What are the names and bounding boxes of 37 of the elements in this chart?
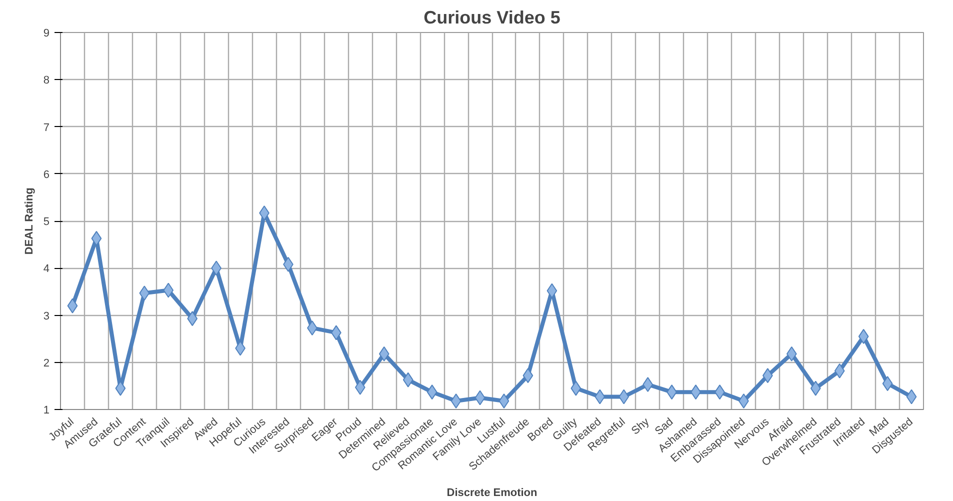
point bbox=[378, 346, 390, 362]
y-tick-label: 3 bbox=[43, 310, 50, 322]
point bbox=[810, 380, 821, 396]
point bbox=[67, 298, 78, 314]
x-axis-title: Discrete Emotion bbox=[446, 486, 538, 499]
point bbox=[450, 394, 462, 409]
point bbox=[618, 389, 630, 404]
point bbox=[402, 372, 414, 388]
y-tick-label: 9 bbox=[43, 28, 50, 40]
point bbox=[882, 376, 893, 392]
point bbox=[858, 328, 869, 344]
y-tick-label: 5 bbox=[43, 216, 50, 228]
point bbox=[474, 390, 486, 406]
point bbox=[522, 368, 534, 384]
point bbox=[498, 394, 510, 409]
point bbox=[546, 283, 558, 298]
y-tick-label: 4 bbox=[43, 263, 50, 276]
point bbox=[91, 230, 102, 246]
point bbox=[115, 380, 126, 396]
point bbox=[570, 380, 582, 396]
point bbox=[354, 380, 366, 395]
x-tick-label: Shy bbox=[629, 416, 652, 438]
y-tick-label: 8 bbox=[43, 74, 50, 87]
point bbox=[834, 363, 845, 378]
y-tick-label: 2 bbox=[43, 357, 50, 370]
y-tick-label: 6 bbox=[43, 168, 50, 181]
point bbox=[786, 346, 797, 362]
point bbox=[594, 389, 606, 404]
point bbox=[187, 311, 198, 326]
point bbox=[906, 389, 917, 404]
point bbox=[426, 384, 438, 400]
y-axis-title: DEAL Rating bbox=[23, 188, 36, 255]
point bbox=[163, 282, 174, 298]
y-tick-label: 1 bbox=[43, 404, 50, 416]
point bbox=[139, 286, 150, 301]
chart-title: Curious Video 5 bbox=[424, 8, 560, 28]
y-tick-label: 7 bbox=[43, 122, 50, 134]
